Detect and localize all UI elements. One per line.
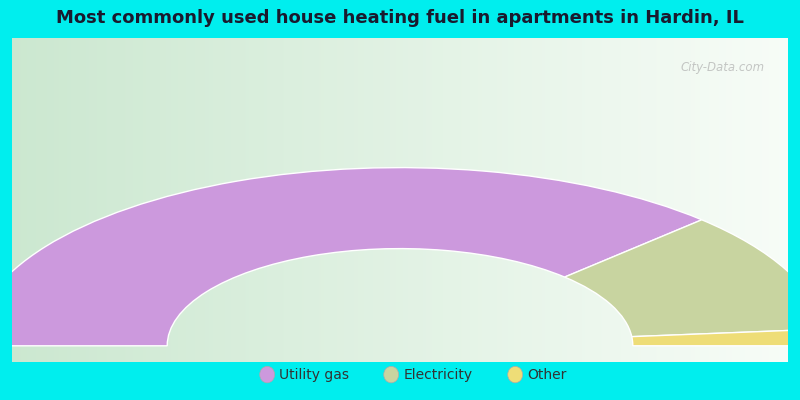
Wedge shape	[0, 168, 702, 346]
Ellipse shape	[384, 366, 398, 383]
Wedge shape	[632, 329, 800, 346]
Text: City-Data.com: City-Data.com	[681, 61, 765, 74]
Ellipse shape	[508, 366, 522, 383]
Text: Other: Other	[527, 368, 566, 382]
Text: Utility gas: Utility gas	[279, 368, 349, 382]
Ellipse shape	[260, 366, 274, 383]
Text: Most commonly used house heating fuel in apartments in Hardin, IL: Most commonly used house heating fuel in…	[56, 9, 744, 27]
Text: Electricity: Electricity	[403, 368, 472, 382]
Wedge shape	[565, 220, 800, 337]
